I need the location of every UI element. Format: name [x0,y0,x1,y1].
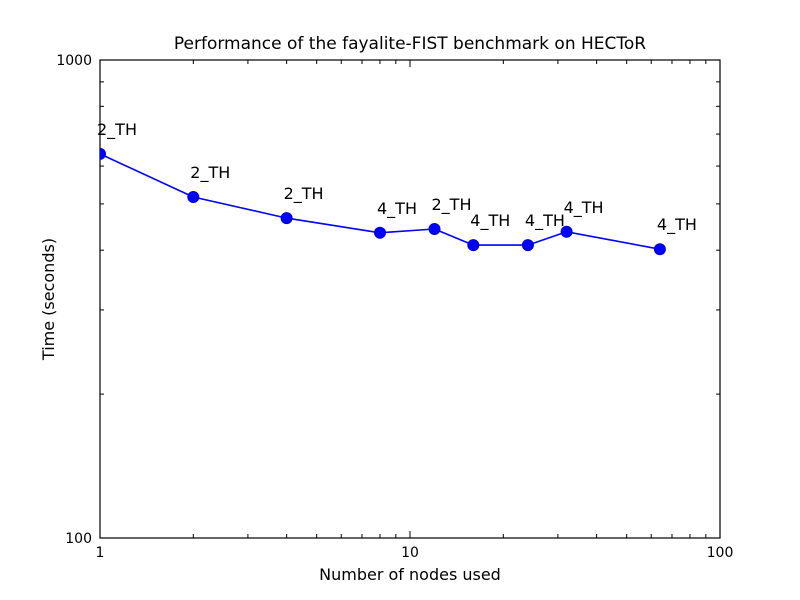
point-annotation-label: 2_TH [190,163,230,183]
data-point [653,243,666,256]
point-annotation-label: 4_TH [564,198,604,218]
point-annotation-label: 2_TH [284,184,324,204]
data-point [100,147,106,160]
data-point [374,226,386,239]
axis-tick-labels: 1 10 100 100 1000 [56,53,733,561]
point-annotation-label: 4_TH [377,199,417,219]
data-point [187,191,200,203]
y-axis-label: Time (seconds) [39,238,58,361]
data-point [560,225,573,238]
data-markers [100,147,666,256]
x-tick-label: 10 [401,545,419,561]
point-annotations: 2_TH2_TH2_TH4_TH 2_TH4_TH 4_TH4_TH4_TH [97,120,697,235]
x-axis-label: Number of nodes used [319,565,501,584]
data-point [280,212,293,225]
point-annotation-label: 4_TH [657,215,697,235]
x-tick-label: 1 [96,545,105,561]
data-point [428,223,441,235]
axis-ticks [99,59,721,539]
data-point [521,239,534,252]
y-tick-label: 100 [65,531,92,547]
x-tick-label: 100 [707,545,734,561]
point-annotation-label: 2_TH [97,120,137,140]
point-annotation-label: 4_TH [525,211,565,231]
point-annotation-label: 2_TH [432,195,472,215]
chart-title: Performance of the fayalite-FIST benchma… [174,34,646,54]
plot-border [99,59,721,539]
y-tick-label: 1000 [56,53,92,69]
data-point [467,239,480,252]
point-annotation-label: 4_TH [470,211,510,231]
